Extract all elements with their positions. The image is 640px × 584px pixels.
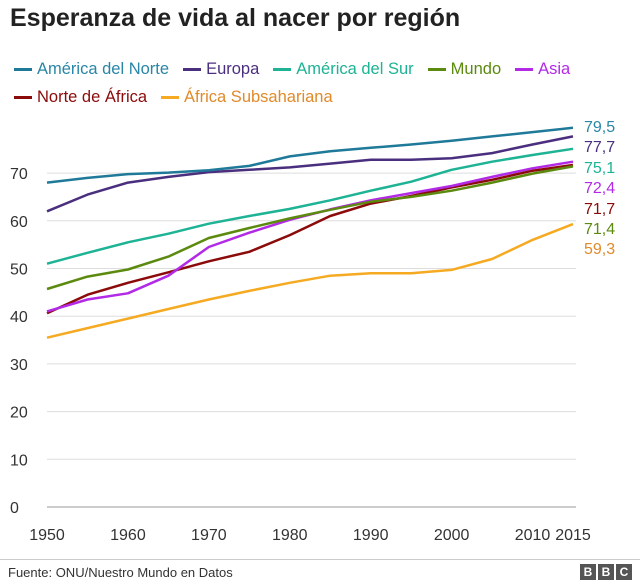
legend-swatch (515, 68, 534, 71)
legend-label: África Subsahariana (184, 88, 333, 106)
y-tick-label: 20 (10, 405, 28, 422)
end-value-label: 71,7 (584, 201, 615, 218)
x-tick-label: 2000 (434, 527, 470, 544)
legend-item: América del Sur (273, 60, 414, 79)
legend-item: África Subsahariana (161, 88, 333, 107)
end-value-label: 77,7 (584, 139, 615, 156)
y-tick-label: 0 (10, 500, 19, 517)
x-tick-label: 2010 (515, 527, 551, 544)
line-chart: 0 10 20 30 40 50 60 70 1950 1960 1970 1980 1990 2000 2… (10, 119, 615, 544)
series-line--frica-subsahariana (46, 222, 574, 339)
legend-row-1: América del Norte Europa América del Sur Mu… (14, 60, 570, 79)
y-tick-label: 70 (10, 166, 28, 183)
legend-item: América del Norte (14, 60, 169, 79)
source-note: Fuente: ONU/Nuestro Mundo en Datos (8, 565, 233, 580)
legend-label: Europa (206, 60, 260, 78)
legend-label: Mundo (450, 60, 502, 78)
legend-swatch (161, 96, 180, 99)
end-value-label: 79,5 (584, 119, 615, 136)
y-tick-label: 50 (10, 262, 28, 279)
legend-label: Asia (538, 60, 571, 78)
legend-swatch (14, 96, 32, 99)
end-value-label: 75,1 (584, 160, 615, 177)
legend-item: Europa (183, 60, 259, 79)
footer-divider (0, 559, 640, 560)
y-tick-label: 10 (10, 452, 28, 469)
series-line-mundo (46, 165, 574, 291)
x-tick-label: 1970 (191, 527, 227, 544)
y-tick-label: 40 (10, 309, 28, 326)
legend-swatch (427, 68, 446, 71)
x-tick-label: 1990 (353, 527, 389, 544)
legend-item: Norte de África (14, 88, 147, 107)
end-value-label: 59,3 (584, 241, 615, 258)
y-tick-label: 30 (10, 357, 28, 374)
x-tick-label: 1950 (29, 527, 65, 544)
series-line-am-rica-del-norte (46, 126, 574, 184)
x-tick-label: 1980 (272, 527, 308, 544)
legend-label: América del Sur (296, 60, 414, 78)
series-line-norte-de-frica (46, 163, 574, 315)
series-line-europa (46, 135, 574, 213)
legend-swatch (183, 68, 202, 71)
legend-item: Mundo (427, 60, 502, 79)
series-line-am-rica-del-sur (46, 147, 574, 265)
legend-swatch (14, 68, 32, 71)
legend-swatch (273, 68, 292, 71)
end-value-label: 71,4 (584, 221, 615, 238)
y-tick-label: 60 (10, 214, 28, 231)
end-value-label: 72,4 (584, 180, 615, 197)
legend-label: América del Norte (37, 60, 170, 78)
legend-label: Norte de África (37, 88, 148, 106)
x-tick-label: 1960 (110, 527, 146, 544)
legend-row-2: Norte de África África Subsahariana (14, 88, 333, 107)
x-tick-label: 2015 (555, 527, 591, 544)
legend-item: Asia (515, 60, 570, 79)
chart-title: Esperanza de vida al nacer por región (10, 4, 461, 32)
